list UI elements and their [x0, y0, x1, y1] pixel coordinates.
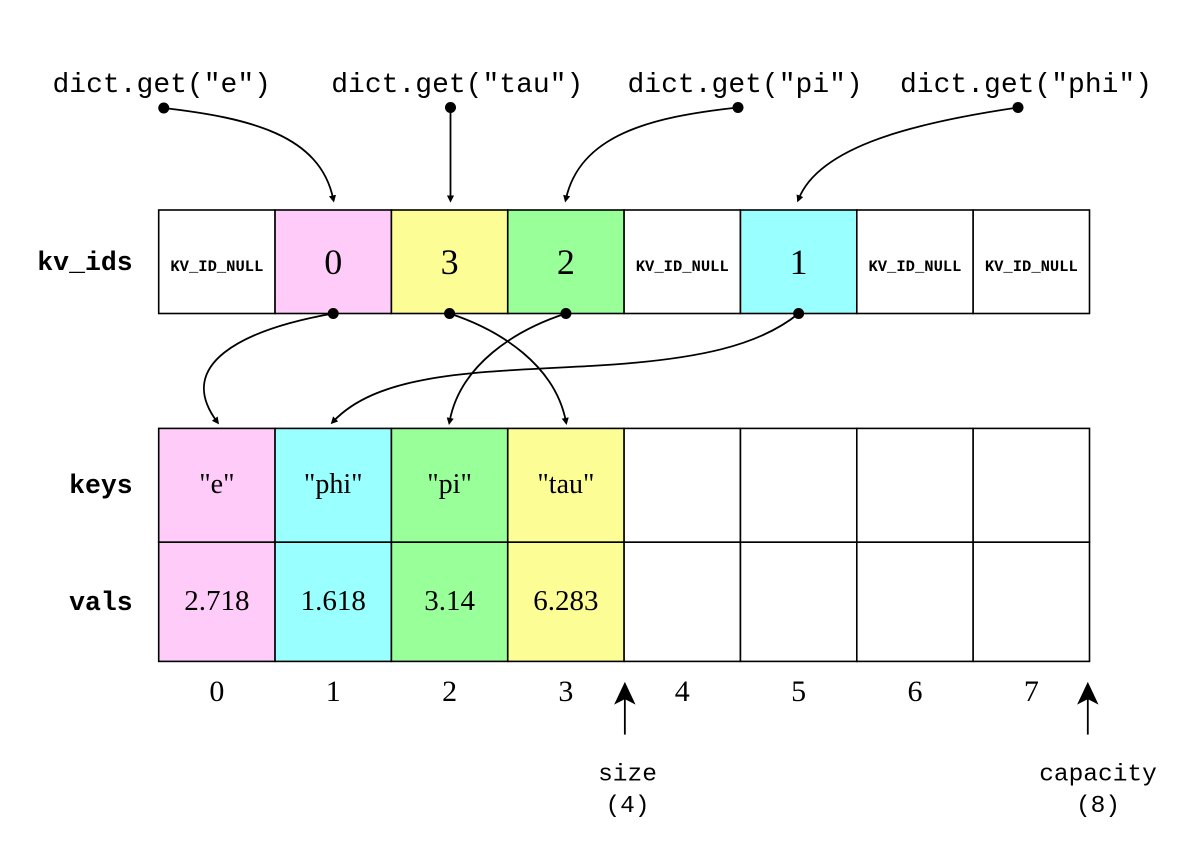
svg-text:kv_ids: kv_ids — [37, 248, 132, 278]
svg-text:(4): (4) — [605, 793, 649, 820]
svg-text:5: 5 — [791, 675, 806, 708]
svg-text:(8): (8) — [1076, 793, 1120, 820]
svg-text:3: 3 — [558, 675, 573, 708]
svg-text:KV_ID_NULL: KV_ID_NULL — [985, 258, 1078, 276]
svg-text:dict.get("phi"): dict.get("phi") — [900, 70, 1152, 101]
svg-text:"tau": "tau" — [537, 469, 594, 500]
svg-text:3.14: 3.14 — [424, 585, 475, 617]
svg-text:0: 0 — [324, 242, 342, 282]
svg-text:1: 1 — [326, 675, 341, 708]
svg-text:vals: vals — [69, 588, 133, 618]
svg-text:size: size — [598, 762, 657, 789]
svg-text:capacity: capacity — [1039, 762, 1157, 789]
svg-text:1: 1 — [790, 242, 808, 282]
svg-text:"phi": "phi" — [304, 469, 363, 500]
svg-text:2: 2 — [557, 242, 575, 282]
svg-text:keys: keys — [69, 471, 133, 501]
svg-text:7: 7 — [1024, 675, 1039, 708]
svg-text:2.718: 2.718 — [184, 585, 249, 617]
svg-text:"e": "e" — [199, 469, 234, 500]
svg-text:0: 0 — [209, 675, 224, 708]
svg-text:KV_ID_NULL: KV_ID_NULL — [636, 258, 729, 276]
svg-text:2: 2 — [442, 675, 457, 708]
svg-text:dict.get("pi"): dict.get("pi") — [628, 70, 863, 101]
svg-text:6.283: 6.283 — [533, 585, 598, 617]
svg-text:dict.get("e"): dict.get("e") — [53, 70, 271, 101]
svg-text:4: 4 — [675, 675, 690, 708]
svg-text:6: 6 — [907, 675, 922, 708]
svg-text:1.618: 1.618 — [301, 585, 366, 617]
svg-text:dict.get("tau"): dict.get("tau") — [331, 70, 583, 101]
svg-text:KV_ID_NULL: KV_ID_NULL — [170, 258, 263, 276]
svg-text:"pi": "pi" — [427, 469, 472, 500]
svg-text:3: 3 — [441, 242, 459, 282]
svg-text:KV_ID_NULL: KV_ID_NULL — [868, 258, 961, 276]
